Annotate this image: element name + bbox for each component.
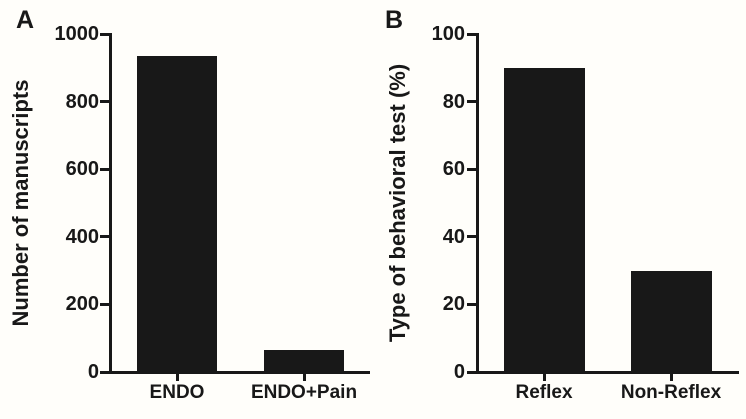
- y-tick-label: 0: [453, 361, 465, 383]
- y-tick-label: 40: [442, 225, 465, 248]
- x-tick: [175, 373, 179, 381]
- y-axis-line: [109, 32, 112, 374]
- y-tick: [467, 235, 476, 239]
- y-tick: [100, 302, 109, 306]
- y-tick: [100, 370, 109, 374]
- x-axis-line: [476, 370, 739, 374]
- x-category-label: Non-Reflex: [620, 382, 722, 403]
- bar-endo: [137, 55, 217, 372]
- x-category-label: ENDO: [149, 382, 205, 403]
- panel-b-letter: B: [385, 6, 404, 34]
- x-category-label: Reflex: [515, 382, 573, 403]
- bar-non-reflex: [630, 270, 712, 372]
- y-tick: [467, 100, 476, 104]
- y-tick: [467, 32, 476, 36]
- y-tick-label: 0: [87, 361, 99, 383]
- y-axis-line: [476, 32, 479, 374]
- panel-a-letter: A: [16, 6, 35, 34]
- x-axis-line: [109, 370, 370, 374]
- y-tick-label: 400: [65, 225, 99, 248]
- y-tick-label: 100: [431, 23, 465, 45]
- y-tick-label: 20: [442, 293, 465, 316]
- x-tick: [302, 373, 306, 381]
- y-tick: [467, 302, 476, 306]
- y-tick-label: 200: [65, 293, 99, 316]
- y-tick-label: 80: [442, 90, 465, 113]
- y-tick: [100, 235, 109, 239]
- x-category-label: ENDO+Pain: [250, 382, 358, 403]
- bar-reflex: [503, 67, 585, 372]
- y-tick: [100, 100, 109, 104]
- y-tick-label: 60: [442, 158, 465, 181]
- x-tick: [669, 373, 673, 381]
- bar-endo-pain: [264, 350, 344, 372]
- y-tick-label: 800: [65, 90, 99, 113]
- y-tick: [100, 167, 109, 171]
- panel-b-y-axis-title: Type of behavioral test (%): [385, 63, 410, 343]
- y-tick: [467, 370, 476, 374]
- y-tick-label: 1000: [54, 23, 100, 45]
- x-tick: [542, 373, 546, 381]
- y-tick: [467, 167, 476, 171]
- y-tick: [100, 32, 109, 36]
- y-tick-label: 600: [65, 158, 99, 181]
